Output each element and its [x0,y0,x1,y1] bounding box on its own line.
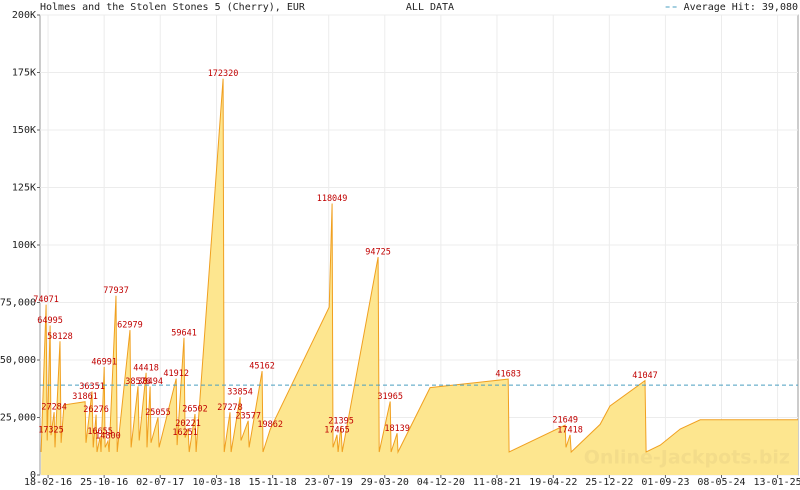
data-label: 23577 [235,411,261,421]
data-label: 74071 [33,295,59,305]
x-tick-label: 04-12-20 [417,477,465,488]
y-tick-label: 125K [12,183,36,194]
data-label: 27284 [41,403,67,413]
data-label: 58128 [47,332,73,342]
data-label: 38576 [125,377,151,387]
x-tick-label: 25-10-16 [80,477,128,488]
x-tick-label: 15-11-18 [249,477,297,488]
data-label: 14800 [95,431,121,441]
data-label: 21395 [328,416,354,426]
y-tick-label: 0 [30,470,36,481]
data-label: 41912 [163,369,189,379]
data-label: 77937 [103,286,129,296]
data-label: 172320 [208,69,239,79]
data-label: 31965 [377,392,403,402]
data-label: 41683 [495,370,521,380]
data-label: 41047 [632,371,658,381]
data-label: 26276 [83,405,109,415]
y-tick-label: 100K [12,240,36,251]
x-tick-label: 25-12-22 [585,477,633,488]
data-label: 31861 [72,392,98,402]
data-label: 17465 [324,425,350,435]
legend-label: Average Hit: 39,080 [684,2,798,13]
data-label: 16655 [87,427,113,437]
x-tick-label: 13-01-25 [754,477,800,488]
data-label: 25055 [145,408,171,418]
x-tick-label: 02-07-17 [136,477,184,488]
data-label: 59641 [171,328,197,338]
y-tick-label: 50,000 [0,355,36,366]
data-label: 64995 [37,316,63,326]
data-label: 18139 [384,424,410,434]
data-label: 36351 [79,382,105,392]
data-label: 16251 [172,428,198,438]
data-label: 19862 [257,420,283,430]
x-tick-label: 08-05-24 [697,477,745,488]
watermark: Online-Jackpots.biz [584,447,790,469]
y-tick-label: 75,000 [0,298,36,309]
data-label: 44418 [133,363,159,373]
chart-title: Holmes and the Stolen Stones 5 (Cherry),… [40,2,306,13]
x-tick-label: 29-03-20 [361,477,409,488]
data-label: 26502 [182,405,208,415]
data-label: 94725 [365,248,391,258]
data-label: 62979 [117,321,143,331]
x-tick-label: 23-07-19 [305,477,353,488]
y-tick-label: 200K [12,10,36,21]
x-tick-label: 10-03-18 [192,477,240,488]
y-tick-label: 175K [12,68,36,79]
data-label: 21649 [552,416,578,426]
x-tick-label: 19-04-22 [529,477,577,488]
x-tick-label: 01-09-23 [641,477,689,488]
line [40,78,798,454]
y-tick-label: 150K [12,125,36,136]
y-tick-label: 25,000 [0,413,36,424]
chart-subtitle: ALL DATA [406,2,454,13]
x-tick-label: 18-02-16 [24,477,72,488]
data-label: 17418 [557,425,583,435]
data-label: 118049 [317,194,348,204]
data-label: 33854 [227,388,253,398]
data-label: 46991 [91,357,117,367]
data-label: 27278 [217,403,243,413]
data-label: 17325 [38,426,64,436]
x-tick-label: 11-08-21 [473,477,521,488]
data-label: 38494 [137,377,163,387]
data-label: 45162 [249,362,275,372]
data-label: 20221 [175,419,201,429]
